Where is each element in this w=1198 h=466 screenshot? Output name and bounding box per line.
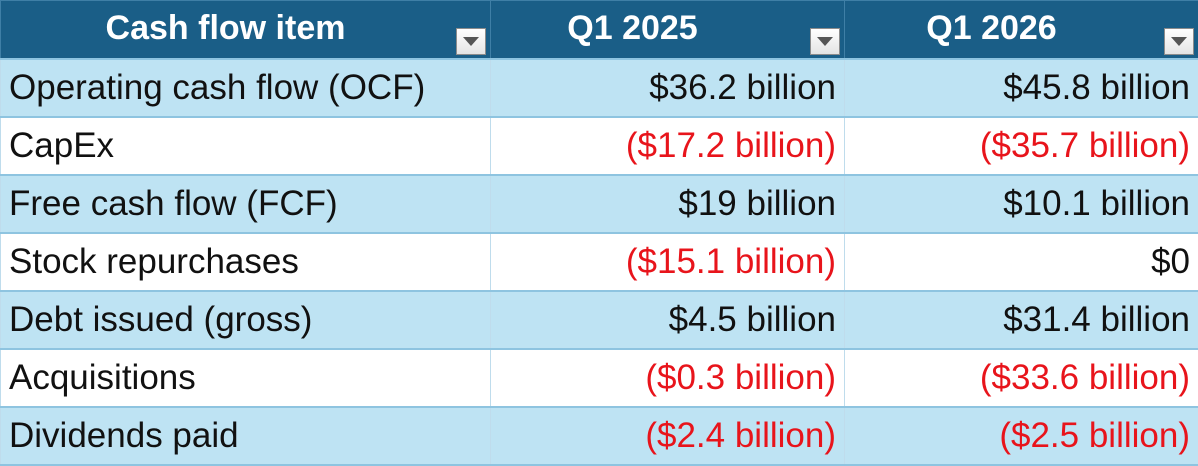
cell-cash-flow-item[interactable]: Debt issued (gross): [1, 291, 491, 349]
header-label: Q1 2025: [567, 9, 697, 47]
header-cash-flow-item: Cash flow item: [1, 1, 491, 59]
cell-q1-2025[interactable]: ($2.4 billion): [491, 407, 845, 465]
cell-q1-2025[interactable]: $19 billion: [491, 175, 845, 233]
cell-q1-2026[interactable]: $10.1 billion: [845, 175, 1198, 233]
table-body: Operating cash flow (OCF)$36.2 billion$4…: [1, 59, 1198, 465]
cell-q1-2026[interactable]: ($2.5 billion): [845, 407, 1198, 465]
header-q1-2025: Q1 2025: [491, 1, 845, 59]
cell-cash-flow-item[interactable]: Dividends paid: [1, 407, 491, 465]
header-label: Q1 2026: [926, 9, 1056, 47]
cell-q1-2025[interactable]: $36.2 billion: [491, 59, 845, 117]
cell-q1-2026[interactable]: $0: [845, 233, 1198, 291]
table-row: Operating cash flow (OCF)$36.2 billion$4…: [1, 59, 1198, 117]
dropdown-arrow-icon: [1171, 37, 1187, 46]
header-label: Cash flow item: [106, 9, 346, 47]
cell-q1-2026[interactable]: ($35.7 billion): [845, 117, 1198, 175]
cell-cash-flow-item[interactable]: Acquisitions: [1, 349, 491, 407]
cell-q1-2026[interactable]: $45.8 billion: [845, 59, 1198, 117]
dropdown-arrow-icon: [463, 37, 479, 46]
header-row: Cash flow item Q1 2025 Q1 2026: [1, 1, 1198, 59]
table-row: CapEx($17.2 billion)($35.7 billion): [1, 117, 1198, 175]
cell-cash-flow-item[interactable]: Operating cash flow (OCF): [1, 59, 491, 117]
cell-q1-2025[interactable]: ($17.2 billion): [491, 117, 845, 175]
table-row: Acquisitions($0.3 billion)($33.6 billion…: [1, 349, 1198, 407]
cell-q1-2026[interactable]: $31.4 billion: [845, 291, 1198, 349]
cell-cash-flow-item[interactable]: CapEx: [1, 117, 491, 175]
table-row: Dividends paid($2.4 billion)($2.5 billio…: [1, 407, 1198, 465]
cell-cash-flow-item[interactable]: Stock repurchases: [1, 233, 491, 291]
table-row: Free cash flow (FCF)$19 billion$10.1 bil…: [1, 175, 1198, 233]
filter-dropdown-button[interactable]: [810, 28, 840, 55]
cell-q1-2026[interactable]: ($33.6 billion): [845, 349, 1198, 407]
table-row: Debt issued (gross)$4.5 billion$31.4 bil…: [1, 291, 1198, 349]
cell-cash-flow-item[interactable]: Free cash flow (FCF): [1, 175, 491, 233]
cell-q1-2025[interactable]: ($0.3 billion): [491, 349, 845, 407]
filter-dropdown-button[interactable]: [456, 28, 486, 55]
filter-dropdown-button[interactable]: [1164, 28, 1194, 55]
header-q1-2026: Q1 2026: [845, 1, 1198, 59]
dropdown-arrow-icon: [817, 37, 833, 46]
cell-q1-2025[interactable]: $4.5 billion: [491, 291, 845, 349]
cell-q1-2025[interactable]: ($15.1 billion): [491, 233, 845, 291]
table-row: Stock repurchases($15.1 billion)$0: [1, 233, 1198, 291]
